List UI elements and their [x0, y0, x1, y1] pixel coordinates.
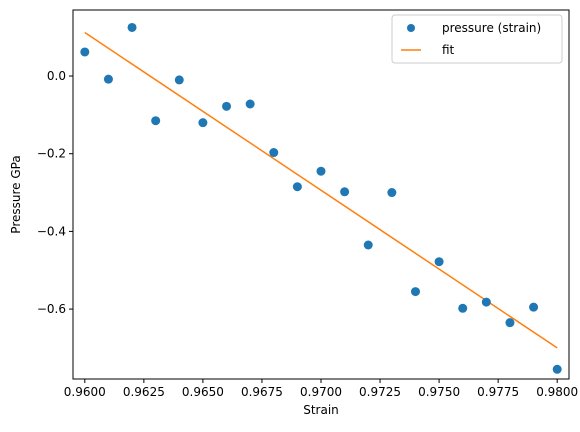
x-axis-ticks: 0.9600 0.9625 0.9650 0.9675 0.9700 0.9725 0.97… [64, 379, 578, 399]
x-tick-label: 0.9775 [477, 385, 519, 399]
y-tick-label: 0.0 [47, 69, 66, 83]
data-point [198, 118, 208, 128]
x-tick-label: 0.9800 [536, 385, 578, 399]
fit-series [84, 31, 558, 349]
data-point [481, 297, 491, 307]
legend-label-fit: fit [442, 43, 455, 57]
data-point [529, 302, 539, 312]
x-tick-label: 0.9675 [241, 385, 283, 399]
y-tick-label: −0.4 [37, 224, 66, 238]
x-tick-label: 0.9600 [64, 385, 106, 399]
data-point [552, 364, 562, 374]
legend-marker-scatter [407, 24, 415, 32]
data-point [316, 166, 326, 176]
data-point [340, 187, 350, 197]
data-point [245, 99, 255, 109]
x-tick-label: 0.9650 [182, 385, 224, 399]
legend-box [391, 14, 563, 64]
data-point [410, 287, 420, 297]
data-point [363, 240, 373, 250]
x-tick-label: 0.9700 [300, 385, 342, 399]
data-point [103, 74, 113, 84]
data-point [458, 303, 468, 313]
x-tick-label: 0.9725 [359, 385, 401, 399]
x-tick-label: 0.9750 [418, 385, 460, 399]
x-axis-label: Strain [303, 403, 339, 417]
data-point [292, 182, 302, 192]
y-tick-label: −0.2 [37, 147, 66, 161]
data-point [127, 22, 137, 32]
data-point [434, 257, 444, 267]
fit-line [84, 31, 558, 349]
legend: pressure (strain) fit [391, 14, 563, 64]
data-point [222, 101, 232, 111]
scatter-series [80, 22, 562, 374]
data-point [174, 75, 184, 85]
data-point [151, 116, 161, 126]
data-point [505, 318, 515, 328]
y-axis-label: Pressure GPa [9, 155, 23, 233]
x-tick-label: 0.9625 [123, 385, 165, 399]
data-point [387, 188, 397, 198]
data-point [80, 47, 90, 57]
data-point [269, 148, 279, 158]
legend-label-scatter: pressure (strain) [442, 21, 541, 35]
y-tick-label: −0.6 [37, 302, 66, 316]
y-axis-ticks: 0.0 −0.2 −0.4 −0.6 [37, 69, 73, 316]
